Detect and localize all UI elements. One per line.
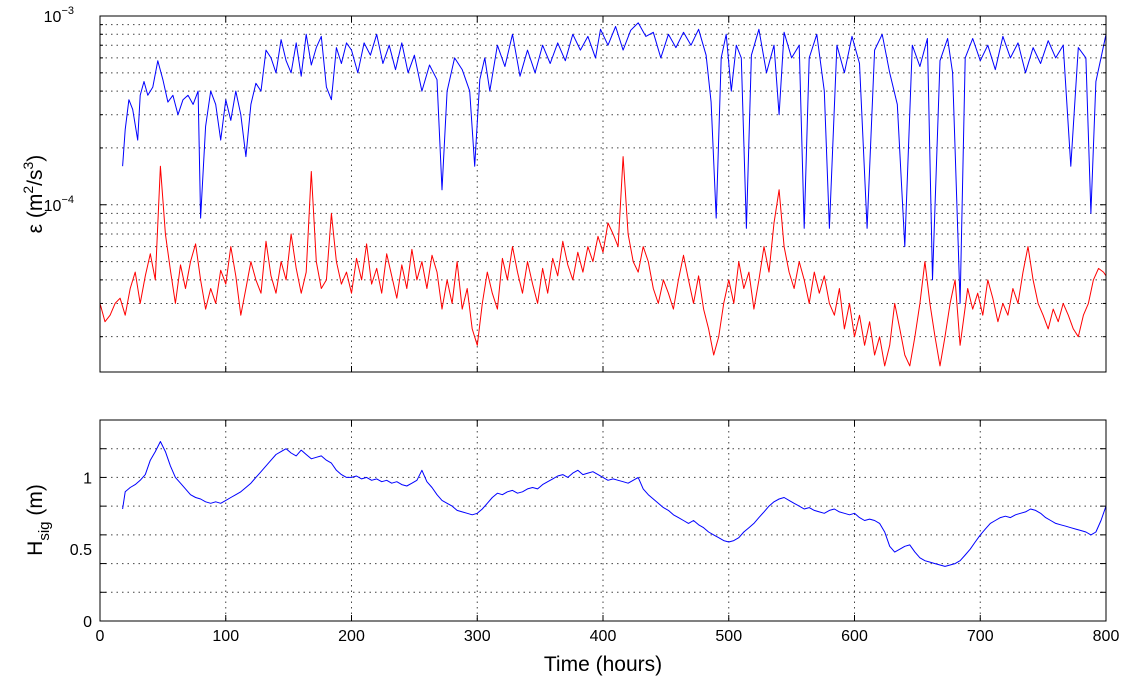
y-tick-label: 10−3 xyxy=(44,5,74,26)
dissipation-series-1-line xyxy=(100,156,1106,367)
dissipation-y-tick-labels: 10−4 10−3 xyxy=(44,5,74,215)
y-tick-label: 10−4 xyxy=(44,194,74,215)
x-tick-label: 400 xyxy=(590,628,617,645)
wave-height-x-tick-labels: 0 100 200 300 400 500 600 700 800 xyxy=(96,628,1120,645)
x-tick-label: 200 xyxy=(338,628,365,645)
y-tick-label: 1 xyxy=(83,470,92,487)
dissipation-panel: 10−4 10−3 ε (m2/s3) xyxy=(20,5,1107,373)
x-tick-label: 800 xyxy=(1093,628,1120,645)
wave-height-series-0-line xyxy=(122,441,1106,567)
x-tick-label: 0 xyxy=(96,628,105,645)
y-tick-label: 0 xyxy=(83,614,92,631)
wave-height-panel: 00.51 0 100 200 300 400 500 600 700 800 Hsig (m)… xyxy=(24,419,1120,676)
wave-height-series-group xyxy=(122,441,1106,567)
dissipation-series-0-line xyxy=(122,22,1106,304)
x-tick-label: 300 xyxy=(464,628,491,645)
x-tick-label: 500 xyxy=(715,628,742,645)
x-tick-label: 700 xyxy=(967,628,994,645)
dissipation-grid xyxy=(100,16,1106,372)
x-tick-label: 100 xyxy=(212,628,239,645)
x-axis-label: Time (hours) xyxy=(544,653,662,676)
x-tick-label: 600 xyxy=(841,628,868,645)
wave-height-y-axis-label: Hsig (m) xyxy=(24,484,53,556)
wave-height-ticks xyxy=(99,419,1107,622)
dissipation-y-axis-label: ε (m2/s3) xyxy=(20,155,47,234)
y-tick-label: 0.5 xyxy=(70,542,92,559)
dissipation-ticks xyxy=(99,15,1107,372)
wave-height-y-tick-labels: 00.51 xyxy=(70,470,92,631)
dissipation-series-group xyxy=(100,22,1106,367)
wave-height-grid xyxy=(100,420,1106,621)
